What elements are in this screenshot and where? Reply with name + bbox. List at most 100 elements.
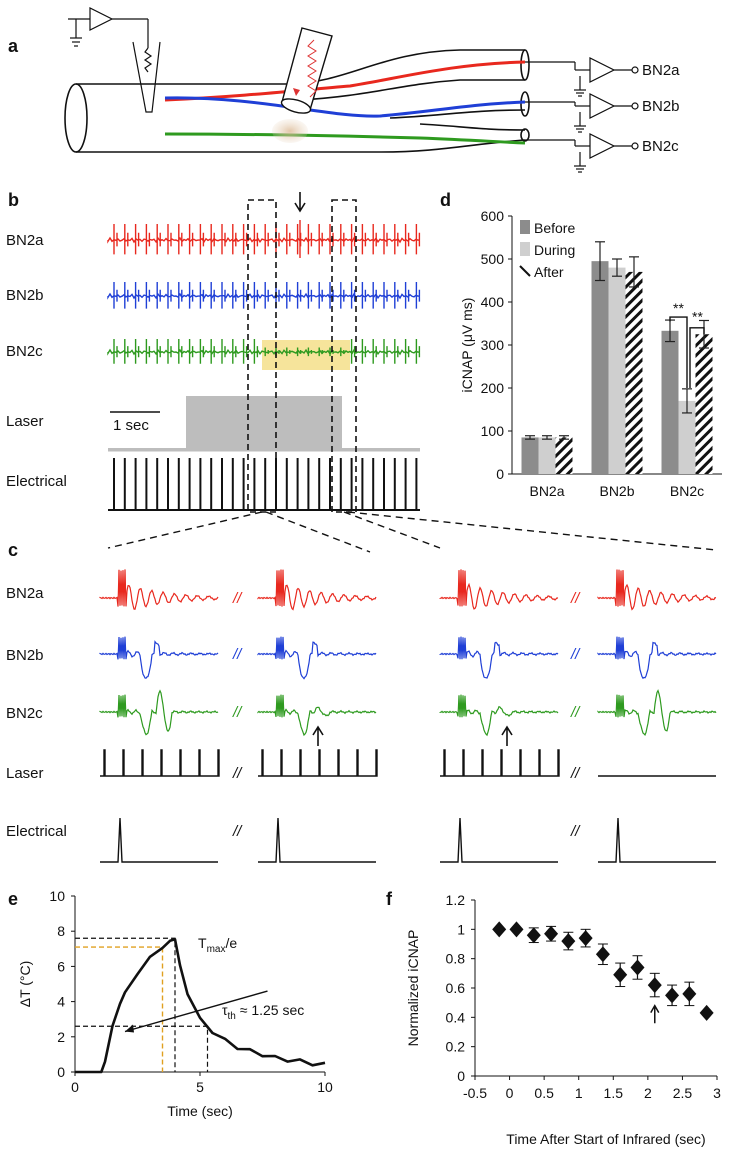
bar-during: [538, 437, 556, 474]
break-mark: //: [232, 765, 243, 782]
panel-f-label: f: [386, 889, 393, 909]
y-tick-label: 0.2: [446, 1039, 466, 1055]
data-point: [578, 930, 593, 947]
arrow-down-icon: [294, 192, 306, 213]
x-tick-label: BN2c: [670, 483, 704, 499]
data-point: [630, 959, 645, 976]
selection-box-after: [331, 199, 357, 513]
temperature-curve: [75, 938, 326, 1074]
panel-c-traces: // // // // // // // // // //: [99, 569, 717, 863]
bar-after: [555, 437, 573, 474]
break-mark: //: [570, 823, 581, 840]
axon-blue: [164, 96, 526, 118]
y-tick-label: 4: [57, 994, 65, 1010]
trace-bn2c-sweep: [257, 694, 377, 737]
recording-electrode: [68, 7, 161, 113]
electrical-stimulus-train: [113, 458, 418, 510]
selection-box-during: [247, 199, 277, 513]
break-mark: //: [232, 823, 243, 840]
y-tick-label: 0.4: [446, 1009, 466, 1025]
peak-guide: [75, 937, 176, 1072]
break-mark: //: [232, 590, 243, 607]
break-mark: //: [570, 765, 581, 782]
annotation-tau-rest: ≈ 1.25 sec: [236, 1002, 304, 1018]
x-tick-label: 0.5: [534, 1085, 554, 1101]
data-point: [699, 1004, 714, 1021]
panel-a-label: a: [8, 36, 19, 56]
laser-pulse-train: [100, 749, 220, 777]
trace-bn2c-sweep: [597, 689, 717, 737]
scale-bar-label: 1 sec: [113, 417, 149, 434]
output-label-bn2b: BN2b: [642, 98, 680, 115]
data-point: [492, 921, 507, 938]
annotation-tmax-rest: /e: [225, 935, 237, 951]
legend-label: During: [534, 242, 575, 258]
trace-bn2b: [107, 282, 421, 309]
trace-bn2a-sweep: [99, 569, 219, 610]
amplifier-bn2c-icon: [589, 133, 616, 159]
annotation-tau: τth ≈ 1.25 sec: [222, 1002, 304, 1022]
bar-during: [678, 400, 696, 474]
y-tick-label: 300: [481, 337, 505, 353]
annotation-tmax-sub: max: [207, 944, 226, 955]
electrical-pulse: [598, 817, 716, 863]
trace-bn2c-sweep: [99, 689, 219, 736]
panel-b-row-label-bn2a: BN2a: [6, 232, 44, 249]
y-tick-label: 0.8: [446, 951, 466, 967]
x-tick-label: 5: [196, 1079, 204, 1095]
branch-b-c-split: [389, 109, 526, 119]
annotation-tau-main: τ: [222, 1002, 228, 1018]
branch-a-inner: [299, 79, 525, 101]
output-amplifiers: [525, 57, 639, 173]
break-mark: //: [570, 704, 581, 721]
suction-pipette: [132, 41, 161, 113]
y-tick-label: 0: [457, 1068, 465, 1084]
output-label-bn2a: BN2a: [642, 62, 680, 79]
legend-swatch-during: [520, 242, 530, 256]
y-tick-label: 1: [457, 921, 465, 937]
break-mark: //: [570, 646, 581, 663]
trace-bn2a: [107, 220, 421, 258]
significance-bracket: [669, 316, 688, 388]
panel-b-row-label-bn2b: BN2b: [6, 287, 44, 304]
optical-fiber: [280, 27, 333, 114]
y-tick-label: 2: [57, 1029, 65, 1045]
significance-bracket: [689, 327, 705, 388]
data-point: [561, 933, 576, 950]
amplifier-bn2b-icon: [589, 93, 616, 119]
trace-bn2a-sweep: [597, 569, 717, 611]
annotation-tau-sub: th: [228, 1011, 236, 1022]
x-tick-label: 0: [506, 1085, 514, 1101]
data-point: [526, 927, 541, 944]
bar-before: [661, 330, 679, 474]
y-tick-label: 1.2: [446, 892, 466, 908]
significance-label: **: [692, 308, 703, 324]
y-tick-label: 10: [49, 888, 65, 904]
panel-c-label: c: [8, 540, 18, 560]
trace-bn2b-sweep: [99, 636, 219, 679]
panel-b-row-label-electrical: Electrical: [6, 473, 67, 490]
data-point: [647, 977, 662, 994]
y-tick-label: 100: [481, 423, 505, 439]
y-tick-label: 6: [57, 958, 65, 974]
laser-spot: [272, 119, 308, 143]
x-tick-label: 0: [71, 1079, 79, 1095]
trace-bn2c: [107, 339, 421, 364]
x-tick-label: 10: [317, 1079, 333, 1095]
electrical-pulse: [100, 817, 218, 863]
y-tick-label: 0.6: [446, 980, 466, 996]
amplifier-bn2a-icon: [589, 57, 616, 83]
panel-c-row-label-laser: Laser: [6, 765, 44, 782]
significance-label: **: [673, 300, 684, 316]
panel-c-row-label-bn2c: BN2c: [6, 705, 43, 722]
nerve-end-ellipse: [64, 83, 88, 153]
x-tick-label: BN2b: [599, 483, 634, 499]
legend-label: Before: [534, 220, 575, 236]
trace-bn2b-sweep: [439, 636, 559, 679]
x-tick-label: 3: [713, 1085, 721, 1101]
laser-pulse-train: [258, 749, 378, 777]
bar-before: [521, 437, 539, 474]
y-tick-label: 500: [481, 251, 505, 267]
data-point: [613, 966, 628, 983]
annotation-tmax: Tmax/e: [198, 935, 237, 955]
